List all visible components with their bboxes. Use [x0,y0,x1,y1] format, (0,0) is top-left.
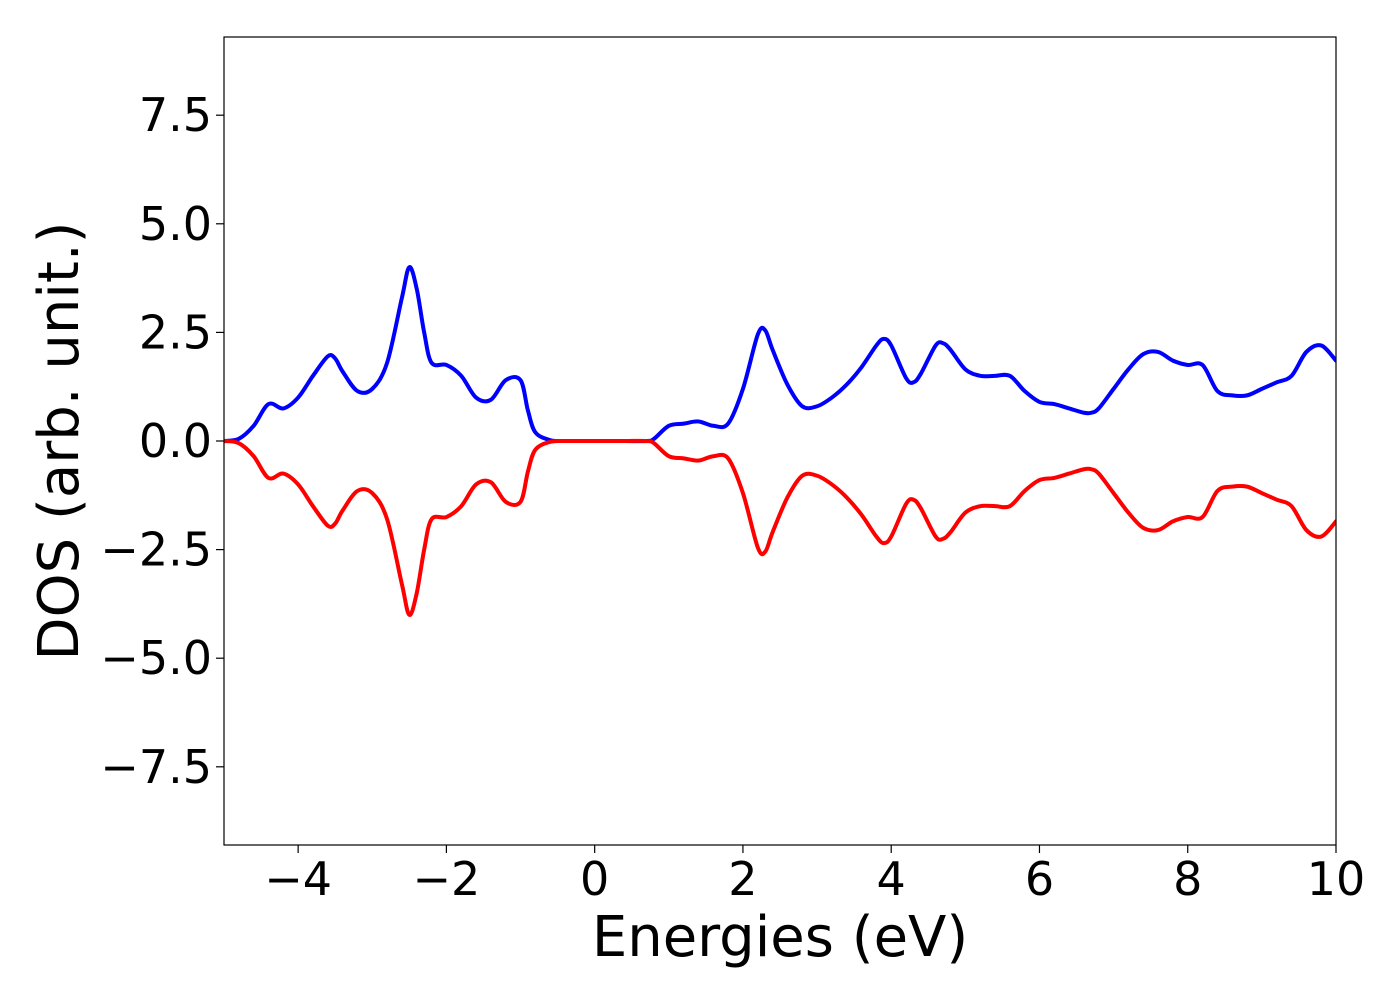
series-layer [224,265,1336,617]
y-tick-label: −7.5 [100,740,212,794]
y-axis-ticks: 7.5 5.0 2.5 0.0 −2.5 −5.0 −7.5 [100,88,224,794]
x-tick-label: −2 [412,852,480,906]
x-tick-label: 10 [1307,852,1366,906]
x-axis-ticks: −4 −2 0 2 4 6 8 10 [264,845,1365,906]
x-tick-label: 6 [1025,852,1054,906]
y-axis-label: DOS (arb. unit.) [27,221,92,660]
plot-frame [223,36,1337,846]
y-tick-label: −2.5 [100,523,212,577]
x-tick-label: 8 [1173,852,1202,906]
x-tick-label: 4 [877,852,906,906]
series-line-down [224,438,1336,617]
series-line-up [224,265,1336,444]
x-tick-label: 2 [728,852,757,906]
x-tick-label: −4 [264,852,332,906]
y-tick-label: −5.0 [100,631,212,685]
y-tick-label: 7.5 [139,88,212,142]
x-axis-label: Energies (eV) [592,905,968,970]
y-tick-label: 5.0 [139,197,212,251]
y-tick-label: 0.0 [139,414,212,468]
x-tick-label: 0 [580,852,609,906]
y-tick-label: 2.5 [139,305,212,359]
